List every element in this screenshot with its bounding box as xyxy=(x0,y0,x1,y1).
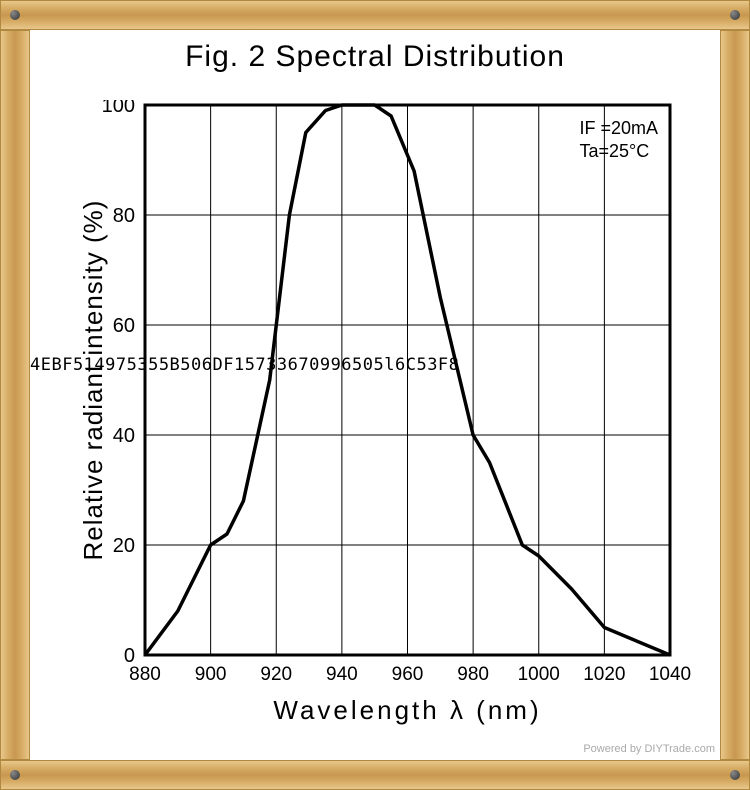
frame-top xyxy=(0,0,750,30)
watermark-hash: 4EBF514975355B506DF15733670996505l6C53F8 xyxy=(30,355,459,375)
frame-right xyxy=(720,30,750,760)
frame-left xyxy=(0,30,30,760)
svg-text:920: 920 xyxy=(260,664,292,685)
x-axis-label: Wavelength λ (nm) xyxy=(145,695,670,726)
svg-text:100: 100 xyxy=(102,100,135,117)
svg-text:20: 20 xyxy=(113,535,135,557)
svg-text:880: 880 xyxy=(129,664,161,685)
powered-by: Powered by DIYTrade.com xyxy=(583,743,715,755)
chart: 0204060801008809009209409609801000102010… xyxy=(145,105,670,655)
chart-annotation: IF =20mA Ta=25°C xyxy=(579,117,658,164)
svg-text:1020: 1020 xyxy=(583,664,625,685)
svg-text:960: 960 xyxy=(392,664,424,685)
svg-text:40: 40 xyxy=(113,425,135,447)
annotation-if: IF =20mA xyxy=(579,117,658,140)
svg-text:80: 80 xyxy=(113,205,135,227)
svg-text:980: 980 xyxy=(457,664,489,685)
svg-text:60: 60 xyxy=(113,315,135,337)
frame-bottom xyxy=(0,760,750,790)
svg-text:1000: 1000 xyxy=(518,664,560,685)
annotation-ta: Ta=25°C xyxy=(579,140,658,163)
svg-text:1040: 1040 xyxy=(649,664,691,685)
chart-svg: 0204060801008809009209409609801000102010… xyxy=(90,100,700,690)
svg-text:900: 900 xyxy=(195,664,227,685)
content-area: Fig. 2 Spectral Distribution Relative ra… xyxy=(30,30,720,760)
svg-text:940: 940 xyxy=(326,664,358,685)
chart-title: Fig. 2 Spectral Distribution xyxy=(30,40,720,74)
